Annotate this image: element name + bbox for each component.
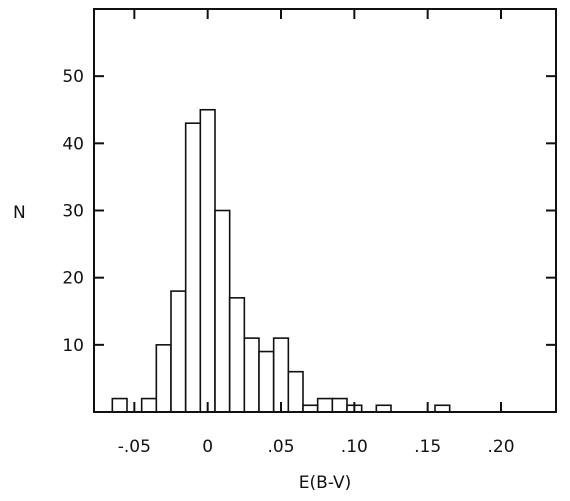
x-tick-label: 0	[202, 437, 213, 457]
histogram-bar	[214, 209, 231, 413]
histogram-bar	[316, 397, 334, 413]
histogram-bar	[375, 404, 392, 413]
x-tick-label: .05	[267, 437, 294, 457]
histogram-bar	[170, 290, 187, 413]
histogram-bar	[287, 370, 304, 413]
x-tick-label: .15	[414, 437, 441, 457]
y-tick-label: 20	[62, 269, 84, 289]
plot-frame	[93, 8, 557, 413]
x-tick-label: -.05	[118, 437, 151, 457]
histogram-bar	[228, 297, 246, 413]
histogram-bar	[199, 108, 216, 413]
histogram-bar	[258, 350, 275, 413]
y-tick-label: 10	[62, 336, 84, 356]
histogram-bar	[434, 404, 451, 413]
histogram-bar	[302, 404, 319, 413]
x-tick-label: .20	[487, 437, 514, 457]
y-tick-label: 50	[62, 67, 84, 87]
y-tick-label: 30	[62, 202, 84, 222]
histogram-bar	[184, 122, 202, 413]
histogram-bar	[243, 337, 260, 413]
x-axis-ticks: -.05 0 .05 .10 .15 .20	[118, 9, 515, 457]
x-tick-label: .10	[341, 437, 368, 457]
histogram-bar	[272, 337, 290, 413]
histogram-bar	[331, 397, 348, 413]
y-axis-ticks: 10 20 30 40 50	[62, 67, 556, 356]
x-axis-title: E(B-V)	[299, 473, 351, 493]
histogram-bar	[111, 397, 128, 413]
histogram-bar	[155, 344, 172, 413]
histogram-bar	[140, 397, 158, 413]
histogram-bars	[111, 108, 451, 413]
y-axis-title: N	[13, 203, 26, 223]
y-tick-label: 40	[62, 134, 84, 154]
